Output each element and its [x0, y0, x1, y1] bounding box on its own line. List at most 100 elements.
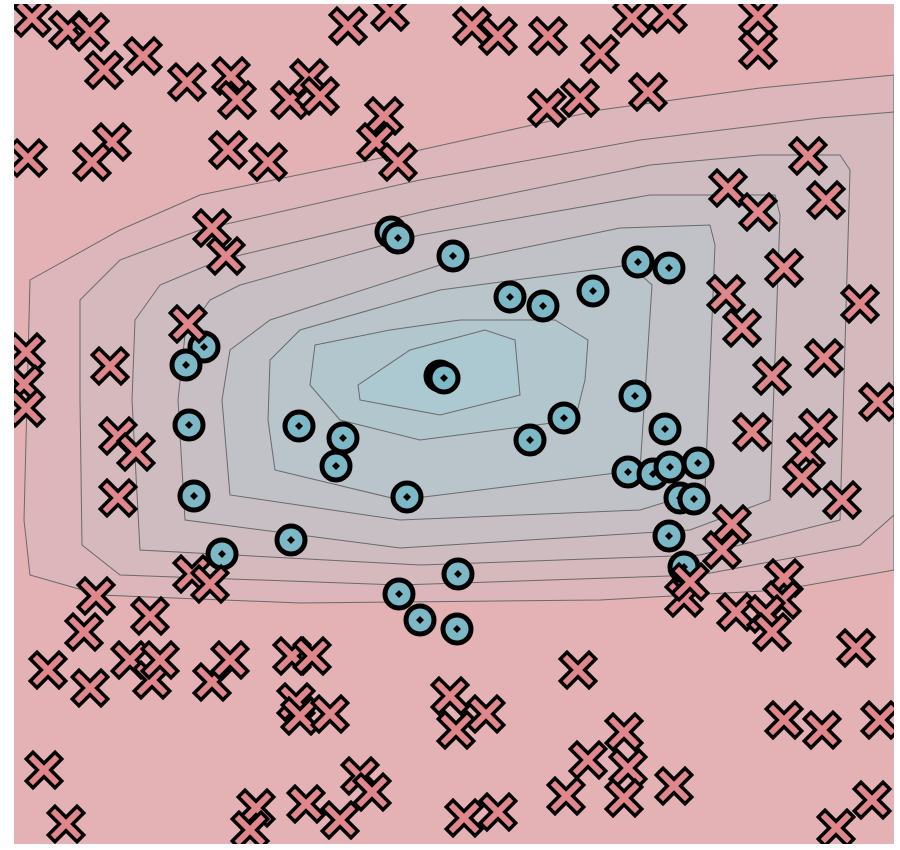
data-point	[477, 791, 519, 833]
circle-center	[665, 532, 673, 540]
data-point	[815, 807, 857, 844]
data-point	[14, 331, 47, 373]
data-point	[299, 75, 341, 117]
circle-center	[526, 436, 534, 444]
circle-center	[295, 422, 303, 430]
cross-fill	[324, 804, 356, 836]
data-point	[557, 649, 599, 691]
data-point	[559, 77, 601, 119]
cross-fill	[434, 680, 466, 712]
data-point	[648, 412, 682, 446]
circle-center	[403, 493, 411, 501]
cross-fill	[482, 20, 514, 52]
data-point	[603, 777, 645, 819]
cross-fill	[674, 566, 706, 598]
cross-fill	[234, 814, 266, 844]
cross-fill	[742, 196, 774, 228]
cross-fill	[572, 744, 604, 776]
data-point	[681, 446, 715, 480]
data-point	[751, 611, 793, 653]
cross-fill	[786, 462, 818, 494]
cross-fill	[171, 66, 203, 98]
cross-fill	[16, 4, 48, 34]
cross-fill	[14, 336, 42, 368]
circle-center	[339, 434, 347, 442]
data-point	[618, 379, 652, 413]
data-point	[319, 799, 361, 841]
circle-center	[631, 392, 639, 400]
circle-center	[394, 234, 402, 242]
cross-fill	[564, 82, 596, 114]
data-point	[172, 408, 206, 442]
cross-fill	[94, 350, 126, 382]
cross-fill	[296, 640, 328, 672]
data-point	[89, 345, 131, 387]
data-point	[382, 577, 416, 611]
cross-fill	[706, 534, 738, 566]
data-point	[711, 503, 753, 545]
cross-fill	[88, 54, 120, 86]
data-point	[169, 348, 203, 382]
circle-center	[218, 550, 226, 558]
data-point	[526, 87, 568, 129]
data-point	[751, 355, 793, 397]
circle-center	[416, 616, 424, 624]
data-point	[603, 711, 645, 753]
data-point	[319, 449, 353, 483]
cross-fill	[374, 4, 406, 28]
data-point	[611, 4, 653, 39]
cross-fill	[612, 752, 644, 784]
cross-fill	[252, 146, 284, 178]
data-point	[797, 407, 839, 449]
data-point	[607, 747, 649, 789]
cross-fill	[856, 784, 888, 816]
data-point	[291, 635, 333, 677]
data-point	[435, 709, 477, 751]
data-point	[436, 239, 470, 273]
data-point	[547, 401, 581, 435]
cross-fill	[14, 392, 42, 424]
cross-fill	[210, 240, 242, 272]
cross-fill	[550, 780, 582, 812]
data-point	[327, 5, 369, 47]
data-point	[715, 591, 757, 633]
data-point	[351, 771, 393, 813]
data-point	[477, 15, 519, 57]
data-point	[787, 135, 829, 177]
data-point	[721, 307, 763, 349]
data-point	[71, 141, 113, 183]
cross-fill	[562, 654, 594, 686]
data-point	[14, 4, 53, 39]
cross-fill	[742, 4, 774, 32]
data-point	[737, 191, 779, 233]
circle-center	[190, 492, 198, 500]
cross-fill	[314, 698, 346, 730]
cross-fill	[102, 482, 134, 514]
data-point	[235, 787, 277, 829]
circle-center	[560, 414, 568, 422]
cross-fill	[840, 632, 872, 664]
cross-fill	[120, 436, 152, 468]
data-point	[45, 803, 87, 844]
data-point	[279, 695, 321, 737]
cross-fill	[864, 704, 894, 736]
circle-center	[395, 590, 403, 598]
cross-fill	[482, 796, 514, 828]
cross-fill	[221, 84, 253, 116]
data-point	[513, 423, 547, 457]
cross-fill	[726, 312, 758, 344]
data-point	[381, 221, 415, 255]
data-point	[567, 739, 609, 781]
circle-center	[449, 252, 457, 260]
cross-fill	[76, 146, 108, 178]
data-point	[14, 137, 49, 179]
data-point	[835, 627, 877, 669]
cross-fill	[50, 808, 82, 840]
markers	[14, 4, 894, 844]
cross-fill	[14, 142, 44, 174]
data-point	[139, 639, 181, 681]
cross-fill	[80, 580, 112, 612]
data-point	[801, 709, 843, 751]
data-point	[429, 675, 471, 717]
cross-fill	[712, 172, 744, 204]
